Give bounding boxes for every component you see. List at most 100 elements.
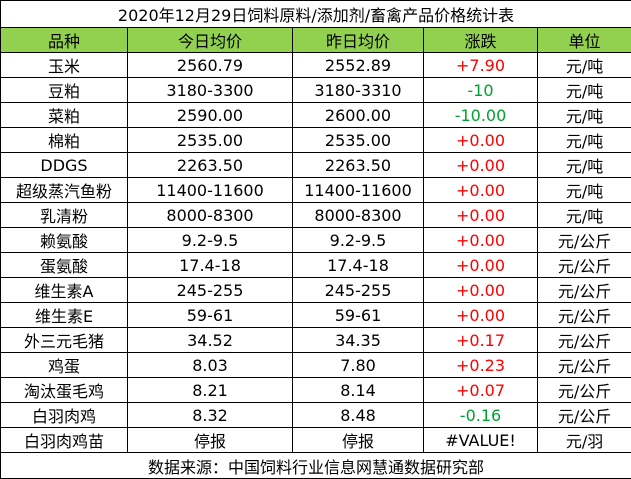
cell: 赖氨酸 [1, 228, 128, 253]
cell: +0.17 [424, 328, 538, 353]
data-row: 白羽肉鸡苗停报停报#VALUE!元/羽 [1, 428, 631, 453]
header-cell: 品种 [1, 28, 128, 53]
cell: 8.21 [128, 378, 293, 403]
cell: 34.52 [128, 328, 293, 353]
cell: 豆粕 [1, 78, 128, 103]
cell: 元/吨 [538, 128, 631, 153]
cell: 元/公斤 [538, 253, 631, 278]
cell: +0.00 [424, 128, 538, 153]
cell: 9.2-9.5 [293, 228, 424, 253]
cell: 停报 [128, 428, 293, 453]
title-row: 2020年12月29日饲料原料/添加剂/畜禽产品价格统计表 [1, 1, 631, 28]
cell: 8000-8300 [128, 203, 293, 228]
cell: 元/公斤 [538, 328, 631, 353]
cell: 停报 [293, 428, 424, 453]
cell: 元/公斤 [538, 228, 631, 253]
cell: +0.23 [424, 353, 538, 378]
cell: 3180-3310 [293, 78, 424, 103]
cell: 维生素E [1, 303, 128, 328]
cell: 2535.00 [293, 128, 424, 153]
cell: 超级蒸汽鱼粉 [1, 178, 128, 203]
header-row: 品种今日均价昨日均价涨跌单位 [1, 28, 631, 53]
cell: 元/公斤 [538, 353, 631, 378]
cell: +7.90 [424, 53, 538, 78]
header-cell: 单位 [538, 28, 631, 53]
cell: 白羽肉鸡 [1, 403, 128, 428]
cell: 11400-11600 [293, 178, 424, 203]
cell: +0.00 [424, 253, 538, 278]
cell: 元/公斤 [538, 303, 631, 328]
cell: 17.4-18 [128, 253, 293, 278]
cell: +0.00 [424, 228, 538, 253]
header-cell: 涨跌 [424, 28, 538, 53]
cell: 8.14 [293, 378, 424, 403]
cell: 8.03 [128, 353, 293, 378]
cell: DDGS [1, 153, 128, 178]
cell: 元/吨 [538, 78, 631, 103]
cell: 2552.89 [293, 53, 424, 78]
cell: 元/公斤 [538, 403, 631, 428]
cell: 2263.50 [293, 153, 424, 178]
cell: 元/吨 [538, 203, 631, 228]
cell: 菜粕 [1, 103, 128, 128]
cell: -10.00 [424, 103, 538, 128]
cell: 元/吨 [538, 103, 631, 128]
cell: +0.00 [424, 303, 538, 328]
cell: 元/吨 [538, 53, 631, 78]
cell: 乳清粉 [1, 203, 128, 228]
cell: 59-61 [293, 303, 424, 328]
header-cell: 今日均价 [128, 28, 293, 53]
cell: 245-255 [293, 278, 424, 303]
cell: 元/羽 [538, 428, 631, 453]
cell: 8000-8300 [293, 203, 424, 228]
cell: 2535.00 [128, 128, 293, 153]
cell: 245-255 [128, 278, 293, 303]
cell: 蛋氨酸 [1, 253, 128, 278]
cell: 3180-3300 [128, 78, 293, 103]
cell: 棉粕 [1, 128, 128, 153]
cell: 8.32 [128, 403, 293, 428]
footer-row: 数据来源：中国饲料行业信息网慧通数据研究部 [1, 453, 631, 479]
cell: 元/吨 [538, 153, 631, 178]
cell: +0.00 [424, 153, 538, 178]
cell: 元/公斤 [538, 278, 631, 303]
cell: 2263.50 [128, 153, 293, 178]
cell: -0.16 [424, 403, 538, 428]
cell: 2600.00 [293, 103, 424, 128]
cell: 元/吨 [538, 178, 631, 203]
cell: 34.35 [293, 328, 424, 353]
cell: 59-61 [128, 303, 293, 328]
cell: 外三元毛猪 [1, 328, 128, 353]
cell: 玉米 [1, 53, 128, 78]
cell: 维生素A [1, 278, 128, 303]
cell: 鸡蛋 [1, 353, 128, 378]
cell: +0.00 [424, 278, 538, 303]
cell: 7.80 [293, 353, 424, 378]
cell: 2560.79 [128, 53, 293, 78]
cell: +0.00 [424, 203, 538, 228]
footer-source: 数据来源：中国饲料行业信息网慧通数据研究部 [1, 453, 631, 479]
cell: +0.00 [424, 178, 538, 203]
header-cell: 昨日均价 [293, 28, 424, 53]
cell: -10 [424, 78, 538, 103]
cell: 8.48 [293, 403, 424, 428]
cell: 11400-11600 [128, 178, 293, 203]
cell: 17.4-18 [293, 253, 424, 278]
